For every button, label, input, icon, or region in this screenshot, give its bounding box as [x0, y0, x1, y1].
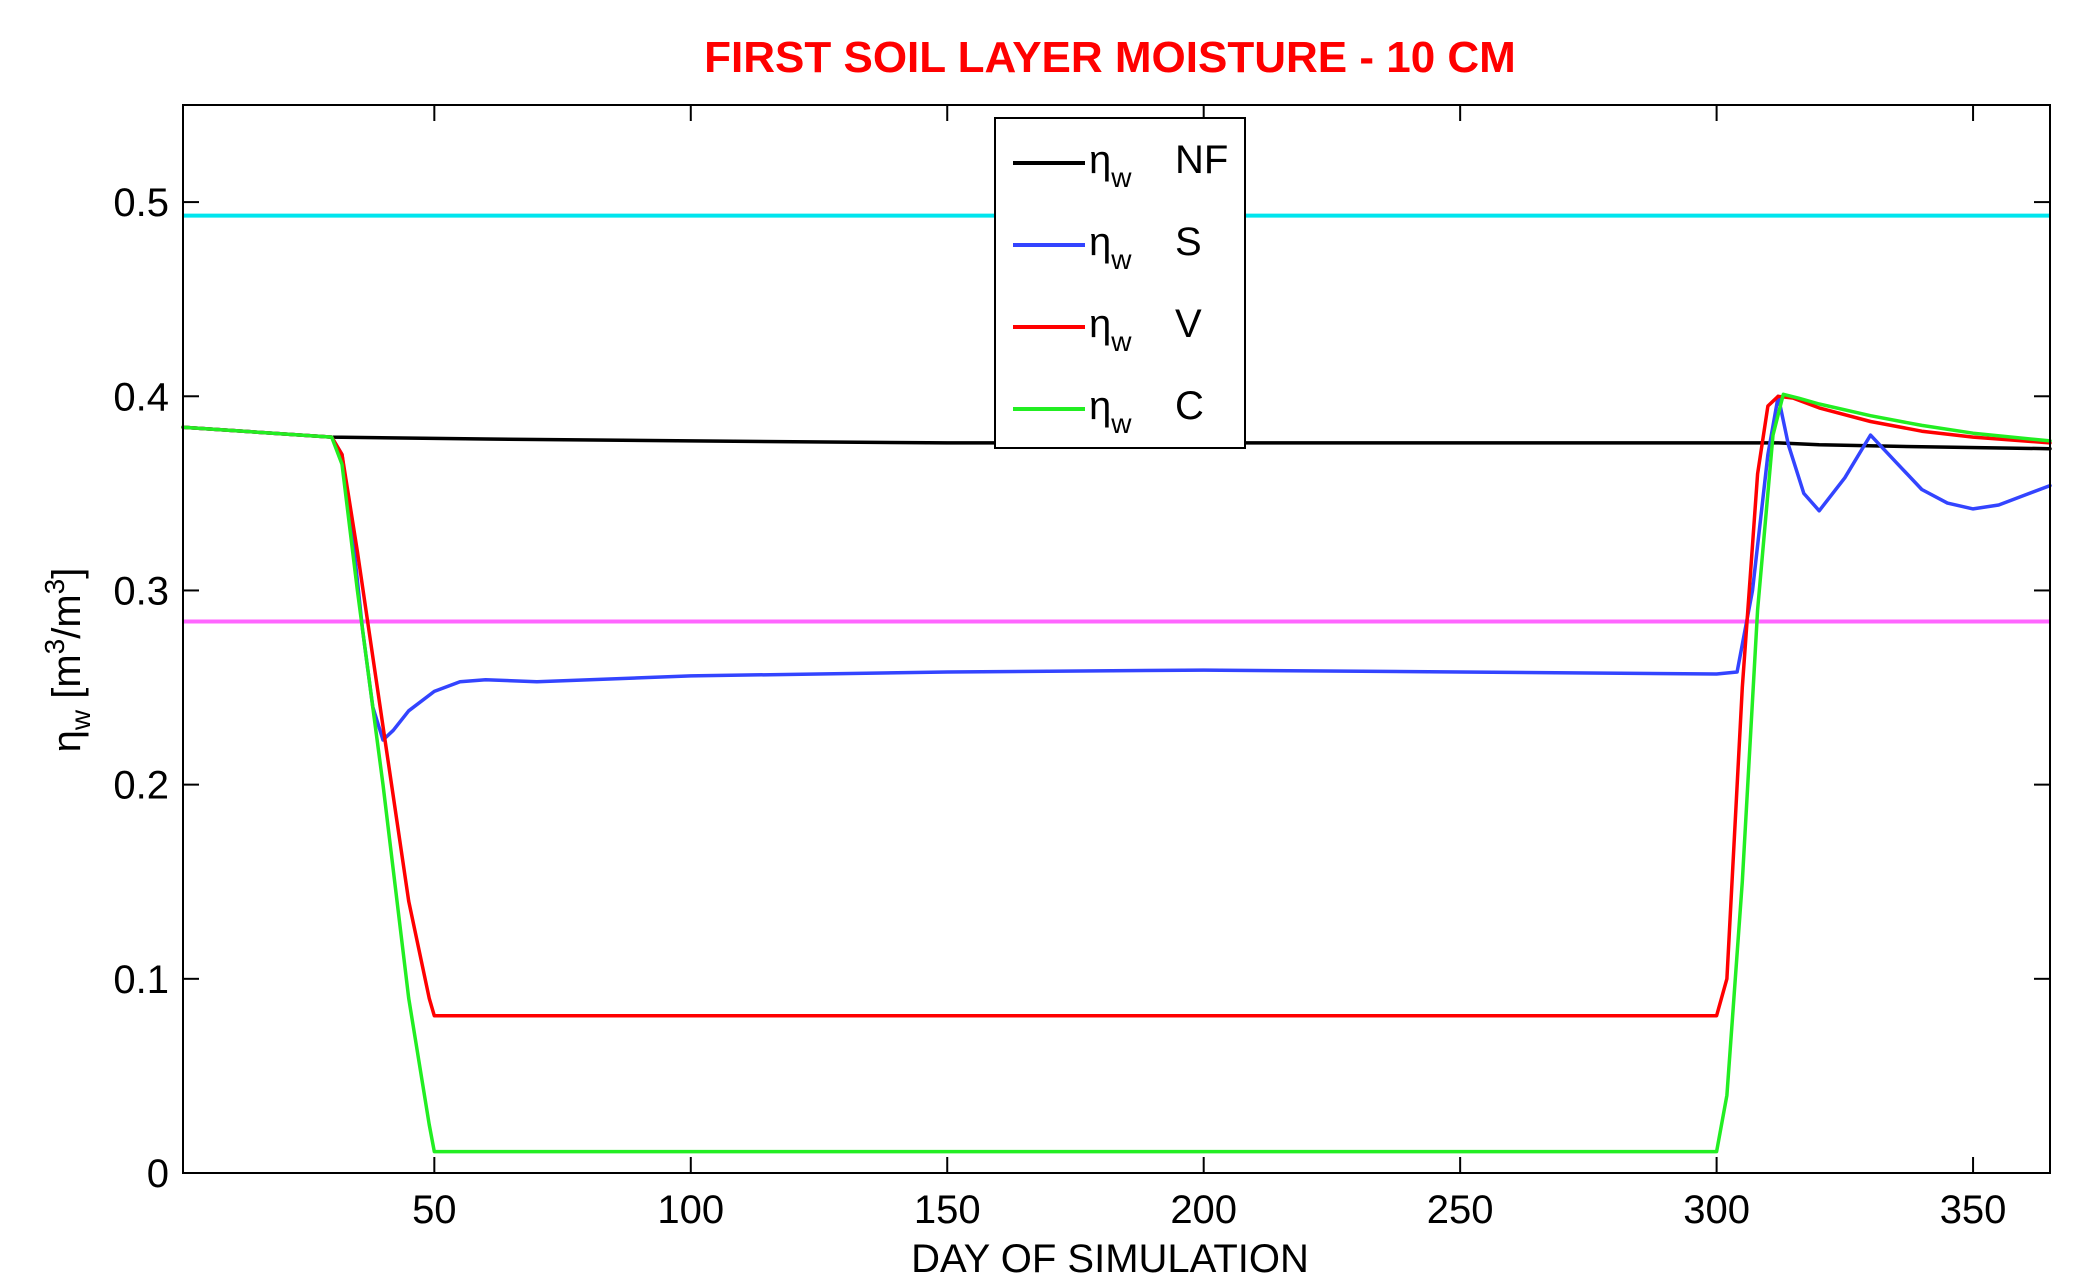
y-axis-label-unit-close: ] — [45, 568, 89, 579]
legend-entry-s: ηw S — [1089, 220, 1202, 275]
legend-entry-v: ηw V — [1089, 302, 1202, 357]
plot-frame — [182, 104, 2051, 1174]
x-tick-label: 350 — [1940, 1188, 2007, 1232]
chart-title: FIRST SOIL LAYER MOISTURE - 10 CM — [704, 33, 1516, 82]
series-line-nf — [181, 425, 2052, 451]
legend-entry-c: ηw C — [1089, 384, 1204, 439]
y-tick-label: 0.5 — [113, 181, 169, 225]
x-tick-label: 100 — [657, 1188, 724, 1232]
y-tick-labels: 0 0.1 0.2 0.3 0.4 0.5 — [113, 181, 169, 1196]
series-line-v — [181, 394, 2052, 1018]
y-tick-label: 0.1 — [113, 958, 169, 1002]
y-tick-label: 0 — [147, 1152, 169, 1196]
legend-box — [994, 117, 1246, 449]
legend: ηw NF ηw S ηw V ηw C — [994, 117, 1246, 449]
axis-ticks — [183, 105, 2050, 1174]
x-tick-label: 150 — [914, 1188, 981, 1232]
y-axis-label: ηw [m3/m3] — [39, 568, 96, 753]
x-tick-label: 200 — [1170, 1188, 1237, 1232]
x-tick-label: 250 — [1427, 1188, 1494, 1232]
svg-text:ηw [m3/m3]: ηw [m3/m3] — [39, 568, 96, 753]
y-axis-label-unit-mid: /m — [45, 594, 89, 638]
y-axis-label-unit-open: [m — [45, 654, 89, 710]
y-tick-label: 0.2 — [113, 764, 169, 808]
x-tick-label: 300 — [1683, 1188, 1750, 1232]
x-tick-label: 50 — [412, 1188, 457, 1232]
y-tick-label: 0.4 — [113, 375, 169, 419]
series-lines — [181, 392, 2052, 1154]
x-axis-label: DAY OF SIMULATION — [911, 1237, 1309, 1281]
legend-entry-nf: ηw NF — [1089, 138, 1228, 193]
y-axis-label-superscript-1: 3 — [39, 639, 70, 655]
series-line-c — [181, 392, 2052, 1154]
x-tick-labels: 50 100 150 200 250 300 350 — [412, 1188, 2006, 1232]
y-axis-label-symbol: η — [45, 730, 89, 752]
y-axis-label-subscript: w — [65, 709, 96, 731]
y-axis-label-superscript-2: 3 — [39, 579, 70, 595]
series-line-s — [181, 394, 2052, 742]
y-tick-label: 0.3 — [113, 569, 169, 613]
